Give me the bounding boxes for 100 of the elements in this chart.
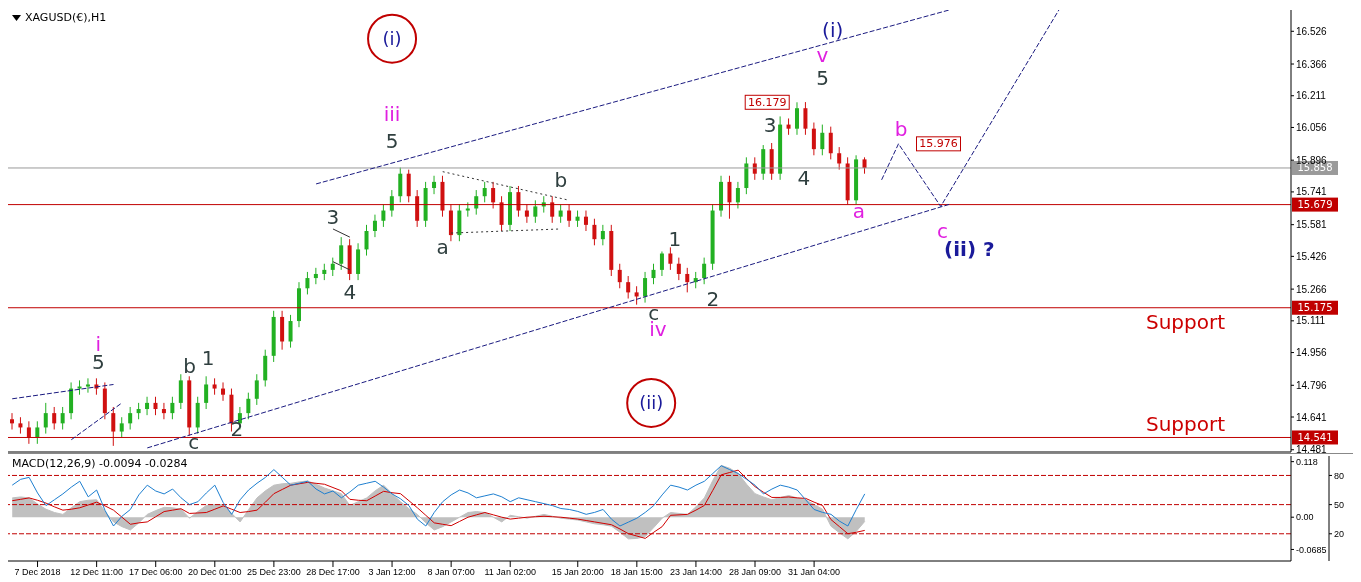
candlestick <box>558 203 563 224</box>
annotation: (ii) <box>639 392 664 414</box>
y-tick-label: 15.581 <box>1296 219 1328 231</box>
candlestick <box>221 381 226 402</box>
x-tick-label: 23 Jan 14:00 <box>669 567 722 578</box>
candlestick <box>820 124 825 156</box>
annotation: (i) <box>822 18 844 43</box>
candlestick <box>592 218 597 246</box>
annotation: iii <box>383 102 401 127</box>
y-tick-label: 14.796 <box>1296 379 1328 391</box>
y-tick-label: -0.0685 <box>1296 544 1327 555</box>
candlestick <box>85 377 90 394</box>
annotation: 1 <box>201 345 215 370</box>
ref-line-label: 15.175 <box>1297 302 1333 314</box>
candlestick <box>161 402 166 420</box>
candlestick <box>474 189 479 216</box>
annotation: b <box>894 116 908 141</box>
x-tick-label: 7 Dec 2018 <box>14 567 61 578</box>
x-tick-label: 8 Jan 07:00 <box>427 567 475 578</box>
x-tick-label: 12 Dec 11:00 <box>70 567 124 578</box>
x-tick-label: 17 Dec 06:00 <box>128 567 183 578</box>
y-tick-label: 15.741 <box>1296 186 1328 198</box>
candlestick <box>119 416 124 439</box>
candlestick <box>26 420 31 445</box>
x-tick-label: 11 Jan 02:00 <box>484 567 536 578</box>
annotation: 15.976 <box>919 137 958 151</box>
annotation: 4 <box>797 165 811 190</box>
candlestick <box>305 271 310 295</box>
candlestick <box>52 406 57 430</box>
candlestick <box>499 195 504 232</box>
ref-line-label: 15.679 <box>1297 199 1333 211</box>
candlestick <box>482 181 487 203</box>
annotation: 2 <box>230 417 244 442</box>
annotation: a <box>436 235 449 260</box>
candlestick <box>381 203 386 228</box>
x-tick-label: 3 Jan 12:00 <box>368 567 416 578</box>
candlestick <box>583 210 588 232</box>
candlestick <box>254 373 259 406</box>
y-tick-label: 0.00 <box>1296 512 1314 523</box>
candlestick <box>651 263 656 285</box>
annotation: a <box>852 198 865 223</box>
y2-tick-label: 20 <box>1334 528 1345 539</box>
y-tick-label: 15.426 <box>1296 250 1328 262</box>
candlestick <box>372 214 377 238</box>
annotation: i <box>95 331 102 356</box>
chart-title: XAGUSD(€),H1 <box>25 11 107 24</box>
annotation: 5 <box>816 65 829 90</box>
candlestick <box>634 285 639 306</box>
y2-tick-label: 50 <box>1334 499 1345 510</box>
candlestick <box>516 185 521 218</box>
candlestick <box>330 257 335 277</box>
candlestick <box>668 246 673 271</box>
candlestick <box>432 175 437 195</box>
annotation: 3 <box>763 112 777 137</box>
candlestick <box>626 275 631 300</box>
x-tick-label: 25 Dec 23:00 <box>247 567 301 578</box>
x-tick-label: 31 Jan 04:00 <box>788 567 841 578</box>
candlestick <box>406 169 411 203</box>
x-tick-label: 28 Jan 09:00 <box>728 567 782 578</box>
annotation: Support <box>1145 412 1226 437</box>
y-tick-label: 16.056 <box>1296 122 1328 134</box>
candlestick <box>803 101 808 136</box>
candlestick <box>389 189 394 218</box>
annotation: b <box>183 354 196 379</box>
y-tick-label: 16.211 <box>1296 90 1327 102</box>
candlestick <box>153 396 158 416</box>
candlestick <box>178 373 183 410</box>
annotation: 16.179 <box>747 95 787 109</box>
candlestick <box>811 122 816 156</box>
candlestick <box>727 175 732 220</box>
annotation: 5 <box>385 128 399 153</box>
y-tick-label: 14.481 <box>1296 444 1328 456</box>
candlestick <box>550 195 555 224</box>
candlestick <box>246 392 251 420</box>
y-tick-label: 16.366 <box>1296 58 1328 70</box>
x-tick-label: 28 Dec 17:00 <box>306 567 360 578</box>
annotation: 1 <box>668 227 682 252</box>
candlestick <box>491 181 496 209</box>
annotation: (i) <box>382 28 402 50</box>
candlestick <box>643 271 648 304</box>
candlestick <box>837 146 842 171</box>
y-tick-label: 15.266 <box>1296 283 1328 295</box>
ref-line-label: 14.541 <box>1297 431 1333 443</box>
candlestick <box>35 420 40 445</box>
candlestick <box>567 203 572 228</box>
candlestick <box>128 406 133 430</box>
candlestick <box>111 406 116 447</box>
candlestick <box>676 257 681 281</box>
candlestick <box>533 199 538 224</box>
y-tick-label: 16.526 <box>1296 25 1328 37</box>
y2-tick-label: 80 <box>1334 470 1345 481</box>
y-tick-label: 14.641 <box>1296 411 1328 423</box>
y-tick-label: 14.956 <box>1296 347 1328 359</box>
candlestick <box>524 203 529 224</box>
candlestick <box>204 375 209 410</box>
x-tick-label: 15 Jan 20:00 <box>551 567 604 578</box>
candlestick <box>288 314 293 349</box>
x-tick-label: 18 Jan 15:00 <box>610 567 663 578</box>
candlestick <box>828 126 833 160</box>
y-tick-label: 0.118 <box>1296 456 1318 467</box>
